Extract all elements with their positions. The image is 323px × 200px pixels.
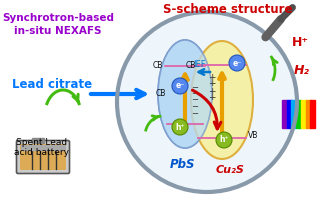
Text: −: − [192, 84, 199, 92]
Bar [310, 100, 315, 128]
Bar [21, 145, 65, 150]
Ellipse shape [158, 40, 212, 148]
Text: h⁺: h⁺ [175, 122, 185, 132]
Text: +: + [208, 79, 216, 88]
Bar [32, 138, 44, 143]
Bar [282, 100, 287, 128]
Text: Cu₂S: Cu₂S [215, 165, 245, 175]
Text: e⁻: e⁻ [232, 58, 242, 68]
Text: CB: CB [153, 62, 163, 71]
FancyBboxPatch shape [16, 140, 69, 173]
Text: +: + [208, 72, 216, 82]
Text: +: + [208, 94, 216, 102]
Text: Spent Lead
acid battery: Spent Lead acid battery [15, 138, 69, 157]
Text: Lead citrate: Lead citrate [12, 77, 92, 90]
Text: CB: CB [156, 90, 166, 98]
Text: +: + [208, 86, 216, 96]
Bar [301, 100, 306, 128]
Circle shape [172, 78, 188, 94]
Circle shape [216, 132, 232, 148]
FancyBboxPatch shape [20, 144, 66, 170]
Text: −: − [192, 102, 199, 112]
Text: CB: CB [186, 60, 196, 70]
Text: −: − [192, 96, 199, 104]
Circle shape [172, 119, 188, 135]
Text: −: − [192, 90, 199, 98]
Ellipse shape [158, 40, 212, 148]
Bar [296, 100, 301, 128]
Text: e⁻: e⁻ [175, 82, 185, 90]
Text: H₂: H₂ [294, 64, 310, 76]
Ellipse shape [191, 41, 253, 159]
Text: h⁺: h⁺ [219, 136, 229, 144]
Circle shape [229, 55, 245, 71]
Text: VB: VB [248, 132, 258, 140]
Bar [306, 100, 310, 128]
Text: H⁺: H⁺ [291, 36, 308, 48]
Text: IEF: IEF [193, 60, 205, 69]
Bar [291, 100, 297, 128]
Circle shape [117, 12, 297, 192]
Text: PbS: PbS [170, 158, 196, 171]
Bar [287, 100, 292, 128]
Text: −: − [192, 110, 199, 118]
Text: S-scheme structure: S-scheme structure [163, 3, 293, 16]
Text: Synchrotron-based
in-situ NEXAFS: Synchrotron-based in-situ NEXAFS [2, 13, 114, 36]
